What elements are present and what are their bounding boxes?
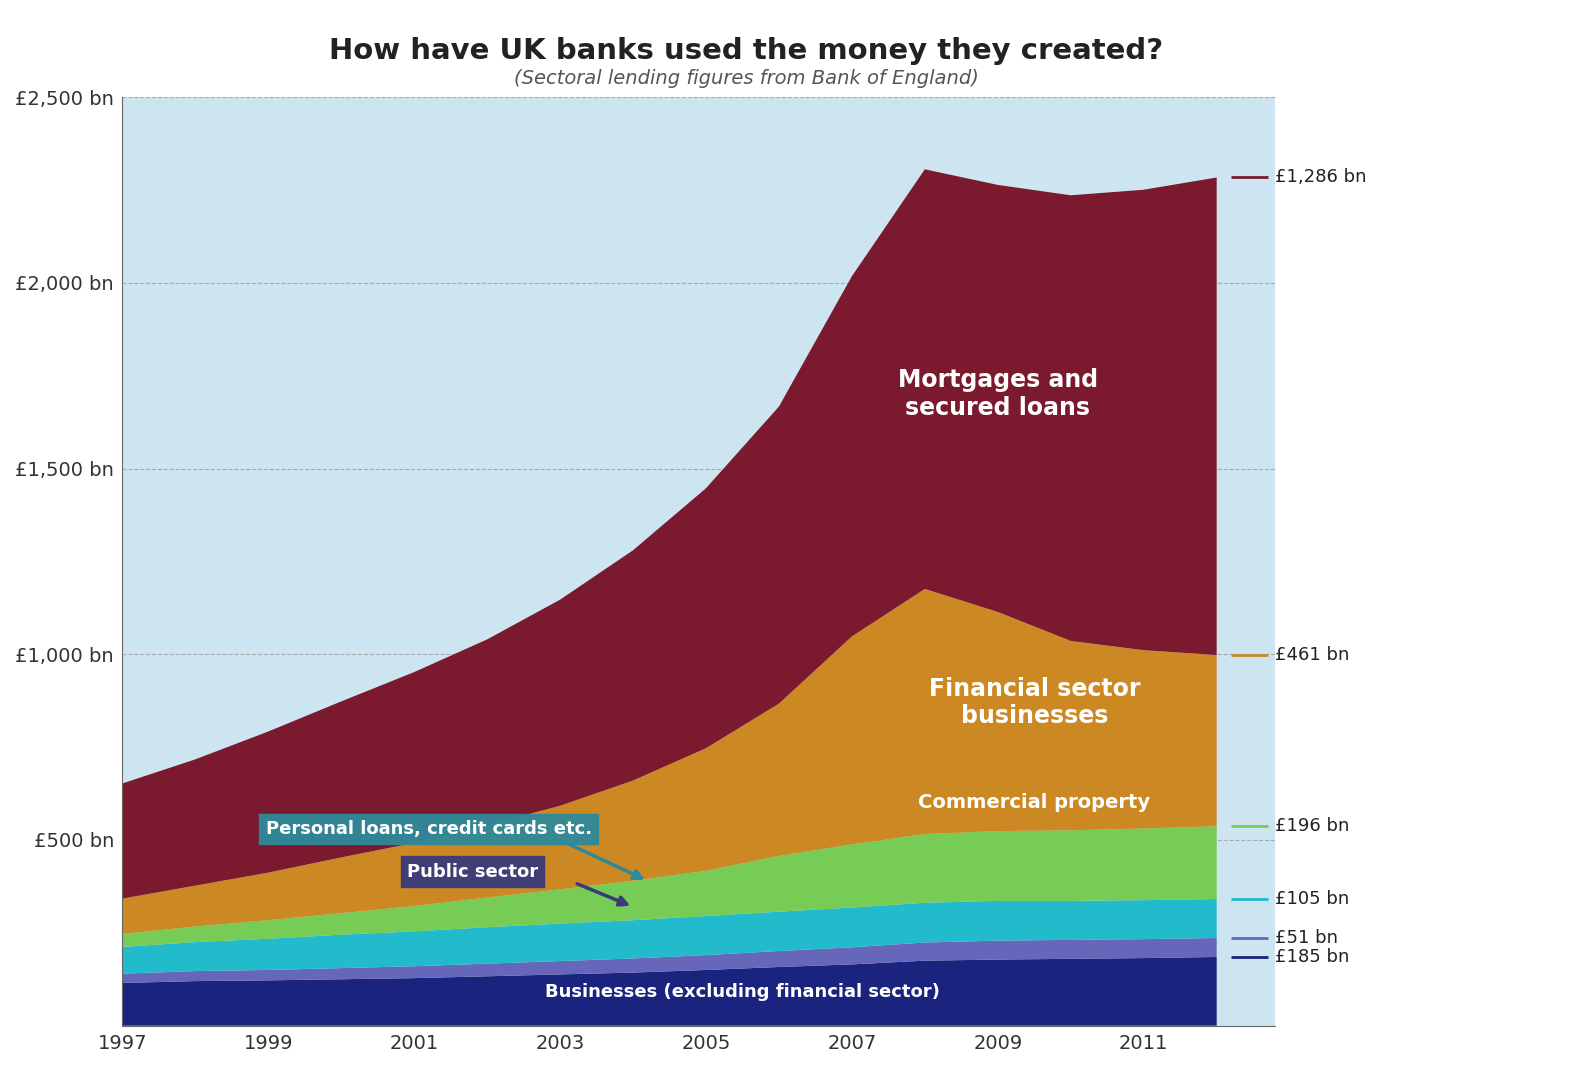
Text: Commercial property: Commercial property	[918, 794, 1150, 813]
Text: £51 bn: £51 bn	[1275, 929, 1339, 947]
Text: Mortgages and
secured loans: Mortgages and secured loans	[897, 368, 1097, 420]
Text: £105 bn: £105 bn	[1275, 890, 1350, 908]
Text: £1,286 bn: £1,286 bn	[1275, 169, 1367, 187]
Text: (Sectoral lending figures from Bank of England): (Sectoral lending figures from Bank of E…	[515, 69, 978, 89]
Text: Public sector: Public sector	[407, 863, 538, 880]
Text: Businesses (excluding financial sector): Businesses (excluding financial sector)	[545, 984, 940, 1001]
Text: £461 bn: £461 bn	[1275, 646, 1350, 664]
Text: £185 bn: £185 bn	[1275, 948, 1350, 965]
Text: Personal loans, credit cards etc.: Personal loans, credit cards etc.	[265, 820, 592, 837]
Text: Financial sector
businesses: Financial sector businesses	[929, 677, 1140, 728]
Text: £196 bn: £196 bn	[1275, 817, 1350, 835]
Text: How have UK banks used the money they created?: How have UK banks used the money they cr…	[329, 37, 1164, 65]
